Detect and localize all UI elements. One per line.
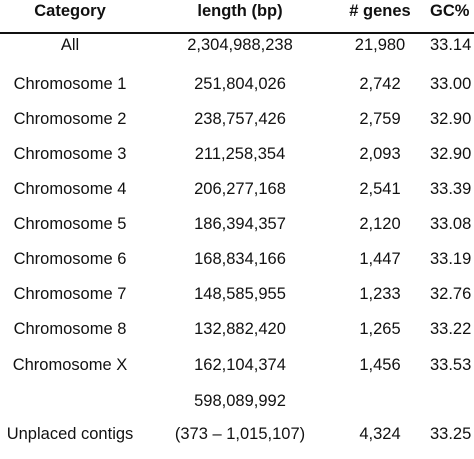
table-row: Chromosome 6 168,834,166 1,447 33.19 (0, 250, 474, 284)
cell-category: Chromosome 5 (13, 215, 127, 233)
table-row: Chromosome 1 251,804,026 2,742 33.00 (0, 75, 474, 109)
table-row: 598,089,992 (0, 392, 474, 426)
cell-length: 132,882,420 (194, 320, 286, 338)
cell-genes: 1,447 (359, 250, 401, 268)
cell-genes: 4,324 (359, 425, 401, 443)
cell-genes: 1,233 (359, 285, 401, 303)
cell-category: Chromosome 1 (13, 75, 127, 93)
table-row: Chromosome 5 186,394,357 2,120 33.08 (0, 215, 474, 249)
cell-gc: 33.25 (430, 425, 472, 443)
header-genes: # genes (349, 2, 411, 20)
cell-genes: 2,759 (359, 110, 401, 128)
table-row: Chromosome 7 148,585,955 1,233 32.76 (0, 285, 474, 319)
header-gc: GC% (430, 2, 470, 20)
table-row: Chromosome 2 238,757,426 2,759 32.90 (0, 110, 474, 144)
cell-gc: 33.19 (430, 250, 472, 268)
table-row: Chromosome 8 132,882,420 1,265 33.22 (0, 320, 474, 354)
cell-category: Chromosome 8 (13, 320, 127, 338)
header-rule (0, 32, 474, 34)
table-row: Unplaced contigs (373 – 1,015,107) 4,324… (0, 425, 474, 459)
cell-gc: 32.90 (430, 110, 472, 128)
cell-category: Chromosome 3 (13, 145, 127, 163)
cell-category: Chromosome X (12, 356, 128, 374)
cell-category: Chromosome 6 (13, 250, 127, 268)
cell-genes: 2,120 (359, 215, 401, 233)
cell-gc: 33.39 (430, 180, 472, 198)
cell-category: Chromosome 7 (13, 285, 127, 303)
cell-gc: 33.00 (430, 75, 472, 93)
cell-length: 148,585,955 (194, 285, 286, 303)
header-length: length (bp) (197, 2, 283, 20)
cell-length: 251,804,026 (194, 75, 286, 93)
cell-category: Chromosome 2 (13, 110, 127, 128)
cell-length: 238,757,426 (194, 110, 286, 128)
cell-gc: 33.14 (430, 36, 472, 54)
cell-length: 2,304,988,238 (187, 36, 293, 54)
cell-genes: 2,093 (359, 145, 401, 163)
cell-genes: 1,265 (359, 320, 401, 338)
table-row: Chromosome X 162,104,374 1,456 33.53 (0, 356, 474, 390)
cell-genes: 21,980 (354, 36, 406, 54)
cell-length: 168,834,166 (194, 250, 286, 268)
cell-length: (373 – 1,015,107) (174, 425, 306, 443)
table-row: Chromosome 3 211,258,354 2,093 32.90 (0, 145, 474, 179)
cell-category: All (60, 36, 80, 54)
cell-gc: 32.90 (430, 145, 472, 163)
cell-gc: 32.76 (430, 285, 472, 303)
header-category: Category (34, 2, 106, 20)
cell-genes: 2,541 (359, 180, 401, 198)
cell-length: 206,277,168 (194, 180, 286, 198)
cell-genes: 1,456 (359, 356, 401, 374)
cell-gc: 33.53 (430, 356, 472, 374)
cell-length: 598,089,992 (194, 392, 286, 410)
cell-category: Chromosome 4 (13, 180, 127, 198)
cell-genes: 2,742 (359, 75, 401, 93)
table-row: Chromosome 4 206,277,168 2,541 33.39 (0, 180, 474, 214)
cell-length: 211,258,354 (194, 145, 286, 163)
table-row: All 2,304,988,238 21,980 33.14 (0, 36, 474, 70)
cell-gc: 33.08 (430, 215, 472, 233)
cell-gc: 33.22 (430, 320, 472, 338)
cell-length: 162,104,374 (194, 356, 286, 374)
genome-stats-table: Category length (bp) # genes GC% All 2,3… (0, 0, 474, 443)
cell-length: 186,394,357 (194, 215, 286, 233)
table-header: Category length (bp) # genes GC% (0, 0, 474, 30)
cell-category: Unplaced contigs (6, 425, 134, 443)
